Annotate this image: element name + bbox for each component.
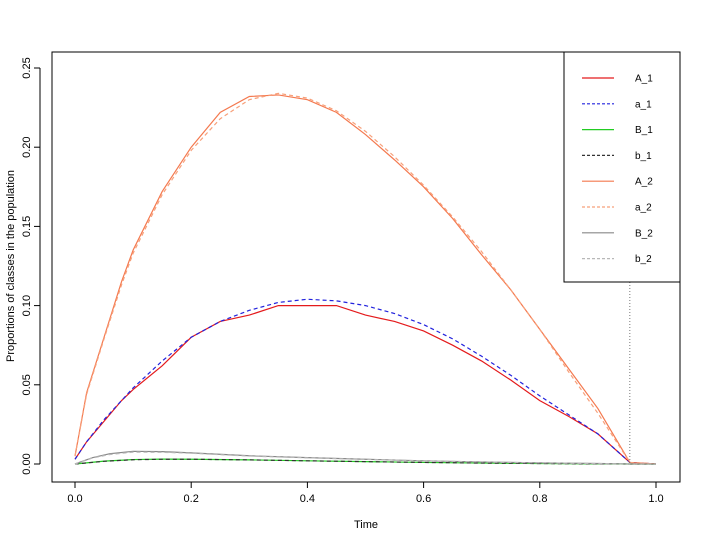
y-tick-label: 0.15 <box>21 216 33 237</box>
legend-label: a_1 <box>635 99 652 110</box>
legend: A_1 a_1 B_1 b_1 A_2 a_2 B_2 b_2 <box>563 51 681 283</box>
y-axis-label: Proportions of classes in the population <box>5 170 17 362</box>
legend-label: A_2 <box>635 177 653 188</box>
y-tick-label: 0.05 <box>21 374 33 395</box>
series-line-a-2 <box>74 92 657 465</box>
x-tick-label: 0.8 <box>532 493 547 505</box>
legend-label: b_2 <box>635 254 652 265</box>
x-tick-label: 0.4 <box>300 493 315 505</box>
legend-label: A_1 <box>635 74 653 85</box>
y-tick-label: 0.25 <box>21 57 33 78</box>
series-line-b-2 <box>74 451 656 465</box>
y-axis: 0.00 0.05 0.10 0.15 0.20 0.25 <box>21 57 41 475</box>
x-axis: 0.0 0.2 0.4 0.6 0.8 1.0 <box>67 481 664 505</box>
x-tick-label: 1.0 <box>648 493 663 505</box>
legend-label: b_1 <box>635 151 652 162</box>
x-tick-label: 0.2 <box>184 493 199 505</box>
x-axis-label: Time <box>354 519 378 531</box>
x-tick-label: 0.0 <box>67 493 82 505</box>
series-layer <box>74 92 657 465</box>
series-line-a-1 <box>74 298 657 465</box>
y-tick-label: 0.20 <box>21 136 33 157</box>
series-line-a-1 <box>74 305 657 465</box>
x-tick-label: 0.6 <box>416 493 431 505</box>
legend-label: B_1 <box>635 125 653 136</box>
legend-label: a_2 <box>635 203 652 214</box>
legend-label: B_2 <box>635 228 653 239</box>
legend-box <box>563 51 681 283</box>
y-tick-label: 0.10 <box>21 295 33 316</box>
y-tick-label: 0.00 <box>21 453 33 474</box>
